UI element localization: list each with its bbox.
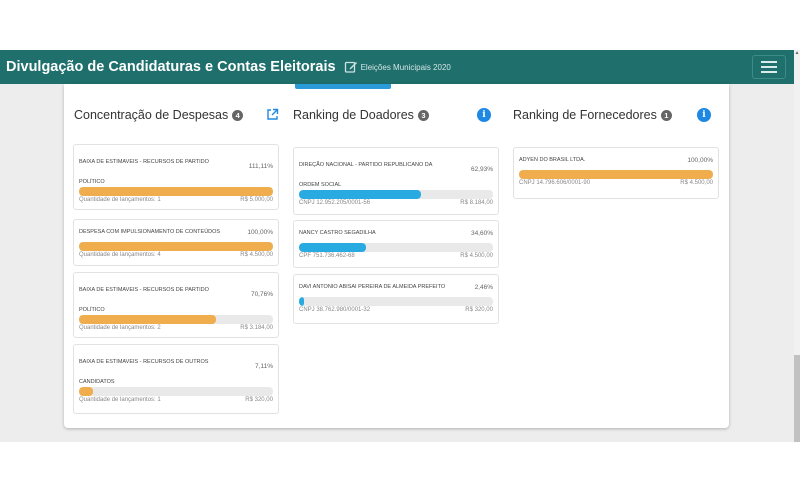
item-footer-left: Quantidade de lançamentos: 1 [79, 197, 161, 203]
item-footer-left: Quantidade de lançamentos: 1 [79, 397, 161, 403]
despesas-item[interactable]: BAIXA DE ESTIMAVEIS - RECURSOS DE OUTROS… [73, 344, 279, 414]
item-name: BAIXA DE ESTIMAVEIS - RECURSOS DE OUTROS… [79, 359, 209, 385]
item-percentage: 100,00% [687, 157, 713, 164]
despesas-item[interactable]: DESPESA COM IMPULSIONAMENTO DE CONTEÚDOS… [73, 219, 279, 266]
item-percentage: 100,00% [247, 229, 273, 236]
item-footer-value: R$ 4.500,00 [240, 252, 273, 258]
doadores-header: Ranking de Doadores 3 [293, 108, 429, 122]
election-subtitle: Eleições Municipais 2020 [360, 62, 451, 72]
fornecedores-item[interactable]: ADYEN DO BRASIL LTDA. 100,00% CNPJ 14.796.… [513, 147, 719, 199]
fornecedores-title: Ranking de Fornecedores [513, 108, 657, 122]
app-title[interactable]: Divulgação de Candidaturas e Contas Elei… [6, 59, 336, 75]
scrollbar-thumb[interactable] [794, 355, 800, 442]
edit-icon[interactable] [344, 60, 358, 74]
item-percentage: 70,76% [250, 291, 273, 298]
doadores-title: Ranking de Doadores [293, 108, 414, 122]
despesas-item[interactable]: BAIXA DE ESTIMAVEIS - RECURSOS DE PARTID… [73, 272, 279, 338]
item-footer-value: R$ 3.184,00 [240, 325, 273, 331]
progress-bar [299, 297, 493, 306]
fornecedores-count-badge: 1 [660, 109, 672, 121]
info-icon[interactable]: i [477, 108, 491, 122]
item-name: ADYEN DO BRASIL LTDA. [519, 157, 586, 163]
item-name: NANCY CASTRO SEGADILHA [299, 230, 376, 236]
item-footer-left: Quantidade de lançamentos: 2 [79, 325, 161, 331]
progress-fill [79, 315, 217, 324]
progress-bar [79, 315, 273, 324]
progress-fill [79, 387, 93, 396]
item-footer-left: CNPJ 14.796.606/0001-90 [519, 180, 591, 186]
item-footer-value: R$ 8.184,00 [460, 200, 493, 206]
doadores-count-badge: 3 [417, 109, 429, 121]
progress-fill [519, 170, 713, 179]
active-tab-indicator [295, 84, 391, 89]
item-percentage: 2,46% [474, 284, 493, 291]
item-name: DESPESA COM IMPULSIONAMENTO DE CONTEÚDOS [79, 229, 221, 235]
info-icon[interactable]: i [697, 108, 711, 122]
top-white-area [0, 0, 800, 50]
progress-fill [79, 242, 273, 251]
item-percentage: 62,93% [470, 166, 493, 173]
despesas-title: Concentração de Despesas [74, 108, 229, 122]
item-name: BAIXA DE ESTIMAVEIS - RECURSOS DE PARTID… [79, 159, 209, 185]
hamburger-menu-icon[interactable] [752, 55, 786, 79]
doadores-item[interactable]: NANCY CASTRO SEGADILHA 34,60% CPF 751.736.… [293, 220, 499, 268]
item-name: BAIXA DE ESTIMAVEIS - RECURSOS DE PARTID… [79, 287, 209, 313]
item-percentage: 7,11% [255, 363, 273, 370]
item-footer-value: R$ 4.500,00 [460, 253, 493, 259]
page-scrollbar[interactable] [794, 50, 800, 442]
item-footer-value: R$ 5.000,00 [240, 197, 273, 203]
item-footer-value: R$ 320,00 [465, 307, 493, 313]
doadores-item[interactable]: DIREÇÃO NACIONAL - PARTIDO REPUBLICANO D… [293, 147, 499, 215]
item-footer-left: Quantidade de lançamentos: 4 [79, 252, 161, 258]
item-footer-left: CNPJ 12.952.205/0001-56 [299, 200, 371, 206]
navbar: Divulgação de Candidaturas e Contas Elei… [0, 50, 794, 84]
item-percentage: 34,60% [470, 230, 493, 237]
progress-bar [79, 187, 273, 196]
item-footer-value: R$ 320,00 [245, 397, 273, 403]
item-name: DAVI ANTONIO ABISAI PEREIRA DE ALMEIDA P… [299, 284, 446, 290]
progress-bar [79, 387, 273, 396]
item-percentage: 111,11% [248, 163, 273, 170]
progress-fill [299, 190, 422, 199]
fornecedores-header: Ranking de Fornecedores 1 [513, 108, 672, 122]
scroll-up-arrow-icon[interactable]: ▲ [794, 50, 800, 56]
progress-bar [79, 242, 273, 251]
item-footer-left: CNPJ 38.762.980/0001-32 [299, 307, 371, 313]
progress-fill [299, 297, 304, 306]
item-footer-left: CPF 751.736.462-68 [299, 253, 355, 259]
item-name: DIREÇÃO NACIONAL - PARTIDO REPUBLICANO D… [299, 162, 433, 188]
progress-fill [299, 243, 367, 252]
progress-bar [299, 190, 493, 199]
despesas-header: Concentração de Despesas 4 [74, 108, 244, 122]
progress-fill [79, 187, 273, 196]
progress-bar [299, 243, 493, 252]
despesas-item[interactable]: BAIXA DE ESTIMAVEIS - RECURSOS DE PARTID… [73, 144, 279, 210]
external-link-icon[interactable] [266, 108, 279, 121]
doadores-item[interactable]: DAVI ANTONIO ABISAI PEREIRA DE ALMEIDA P… [293, 274, 499, 324]
despesas-count-badge: 4 [232, 109, 244, 121]
item-footer-value: R$ 4.500,00 [680, 180, 713, 186]
progress-bar [519, 170, 713, 179]
